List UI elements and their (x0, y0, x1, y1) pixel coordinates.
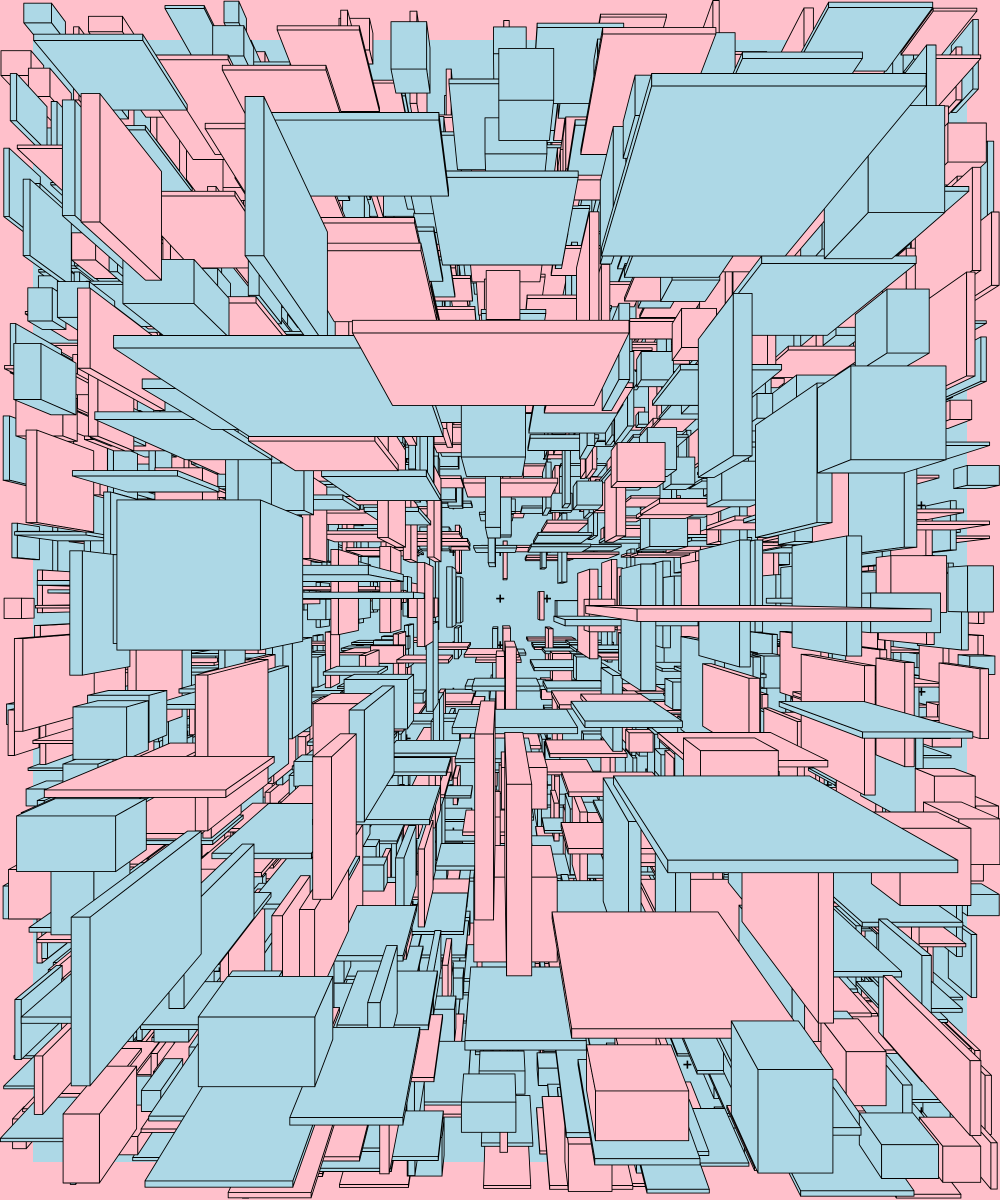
box-front-face (600, 13, 667, 18)
box-side-face (317, 654, 327, 688)
box-side-face (16, 522, 40, 561)
box-front-face (970, 934, 978, 998)
box-front-face (23, 2, 52, 24)
box-front-face (446, 566, 453, 628)
plus-mark (683, 1060, 692, 1069)
box-front-face (88, 15, 123, 33)
box-bottom-face (527, 546, 592, 553)
box-front-face (455, 576, 462, 624)
box-front-face (967, 893, 1000, 917)
box-front-face (564, 444, 571, 505)
box-front-face (223, 0, 240, 24)
box-front-face (537, 531, 593, 536)
box-front-face (980, 336, 987, 382)
box-front-face (339, 1184, 409, 1188)
box-front-face (164, 5, 205, 9)
box-front-face (539, 590, 545, 621)
box-front-face (11, 522, 18, 559)
box-front-face (3, 597, 22, 620)
box-front-face (324, 631, 332, 689)
box-side-face (434, 554, 440, 632)
box-side-face (451, 566, 457, 628)
box-side-face (21, 597, 35, 620)
plus-mark (496, 594, 505, 603)
plus-mark (917, 501, 926, 510)
box-front-face (932, 7, 978, 12)
box-side-face (330, 629, 341, 689)
box-front-face (2, 415, 10, 481)
box-front-face (972, 18, 979, 90)
box-front-face (949, 399, 973, 420)
box-front-face (0, 50, 32, 76)
box-bottom-face (533, 534, 593, 544)
box-front-face (345, 547, 410, 551)
box-side-face (953, 464, 968, 490)
box-front-face (956, 898, 963, 957)
box-front-face (483, 1185, 532, 1189)
box-front-face (530, 543, 592, 548)
box-front-face (14, 999, 22, 1061)
box-front-face (9, 73, 18, 122)
box-bottom-face (560, 553, 620, 559)
box-front-face (3, 147, 10, 218)
box-front-face (966, 464, 1000, 486)
box-front-face (7, 709, 15, 756)
